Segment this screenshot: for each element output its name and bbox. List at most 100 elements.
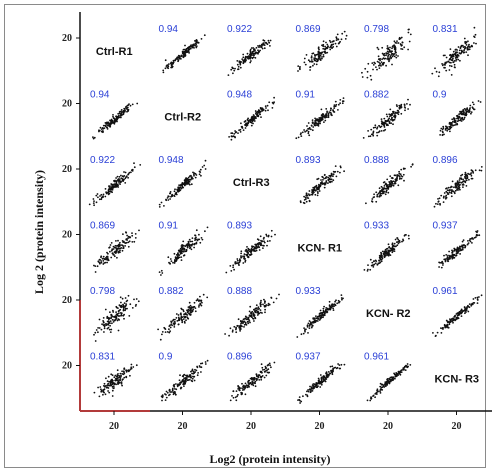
scatter-point: [131, 103, 134, 106]
scatter-point: [264, 311, 266, 314]
scatter-point: [195, 174, 198, 176]
scatter-point: [398, 175, 401, 178]
scatter-point: [189, 47, 192, 50]
scatter-point: [466, 107, 469, 110]
scatter-point: [239, 330, 242, 332]
scatter-point: [327, 45, 329, 48]
scatter-point: [330, 113, 333, 115]
scatter-point: [252, 54, 255, 57]
scatter-point: [306, 194, 309, 197]
scatter-point: [376, 126, 379, 129]
scatter-point: [308, 327, 311, 329]
scatter-point: [372, 196, 375, 199]
scatter-point: [336, 170, 339, 173]
scatter-point: [102, 131, 104, 134]
scatter-point: [93, 204, 95, 207]
scatter-point: [400, 168, 403, 171]
scatter-point: [371, 264, 374, 267]
scatter-point: [204, 159, 207, 162]
scatter-point: [403, 104, 406, 106]
scatter-point: [401, 41, 404, 44]
scatter-point: [454, 57, 457, 59]
scatter-point: [334, 300, 336, 303]
scatter-point: [274, 233, 276, 236]
scatter-point: [383, 129, 385, 132]
scatter-point: [386, 47, 389, 50]
scatter-point: [260, 299, 262, 302]
scatter-point: [334, 170, 337, 173]
scatter-point: [248, 320, 251, 322]
scatter-point: [379, 192, 382, 195]
scatter-point: [397, 109, 399, 112]
scatter-point: [398, 170, 400, 173]
scatter-point: [170, 320, 173, 323]
scatter-point: [247, 385, 250, 387]
scatter-point: [127, 173, 129, 176]
correlation-label: 0.91: [159, 221, 179, 232]
scatter-point: [160, 201, 163, 204]
scatter-point: [259, 302, 262, 305]
scatter-point: [109, 324, 111, 327]
scatter-point: [253, 308, 256, 311]
scatter-point: [311, 119, 314, 121]
scatter-point: [247, 256, 250, 259]
scatter-point: [403, 179, 405, 182]
scatter-point: [124, 171, 127, 174]
scatter-point: [193, 246, 196, 249]
scatter-point: [366, 70, 369, 73]
scatter-point: [335, 45, 338, 48]
scatter-point: [107, 188, 110, 191]
scatter-point: [478, 296, 480, 298]
scatter-point: [120, 116, 122, 119]
scatter-point: [320, 317, 322, 319]
scatter-point: [129, 374, 131, 377]
scatter-point: [234, 130, 237, 132]
scatter-point: [270, 229, 273, 232]
scatter-point: [172, 261, 174, 264]
correlation-label: 0.896: [433, 155, 458, 166]
scatter-point: [391, 55, 394, 58]
scatter-point: [182, 383, 185, 386]
scatter-point: [196, 366, 199, 369]
scatter-point: [183, 183, 186, 186]
scatter-point: [199, 302, 202, 305]
scatter-point: [257, 51, 260, 54]
scatter-point: [299, 402, 301, 404]
correlation-label: 0.9: [159, 352, 173, 363]
scatter-point: [101, 323, 103, 326]
scatter-point: [265, 374, 268, 377]
scatter-point: [452, 120, 454, 123]
scatter-point: [206, 226, 209, 229]
scatter-point: [458, 49, 461, 52]
scatter-point: [115, 311, 117, 313]
scatter-point: [118, 248, 120, 250]
scatter-point: [455, 48, 457, 51]
scatter-point: [338, 300, 341, 303]
scatter-point: [452, 57, 454, 60]
scatter-point: [465, 113, 468, 116]
scatter-point: [180, 317, 182, 319]
scatter-point: [457, 117, 460, 120]
scatter-point: [191, 377, 194, 380]
scatter-point: [269, 45, 271, 47]
scatter-point: [253, 250, 256, 252]
scatter-point: [327, 182, 329, 185]
scatter-point: [390, 54, 392, 56]
scatter-point: [395, 375, 398, 377]
scatter-point: [331, 305, 334, 308]
scatter-point: [247, 119, 250, 122]
scatter-point: [246, 246, 248, 248]
scatter-point: [113, 383, 116, 386]
scatter-point: [371, 261, 374, 264]
scatter-point: [168, 331, 171, 334]
scatter-point: [332, 179, 335, 182]
correlation-label: 0.91: [296, 90, 316, 101]
scatter-point: [440, 266, 443, 269]
scatter-point: [264, 305, 267, 308]
scatter-point: [191, 177, 194, 180]
scatter-point: [323, 313, 325, 316]
scatter-point: [313, 186, 316, 189]
scatter-point: [392, 45, 394, 47]
scatter-point: [164, 399, 167, 401]
scatter-point: [179, 381, 182, 384]
